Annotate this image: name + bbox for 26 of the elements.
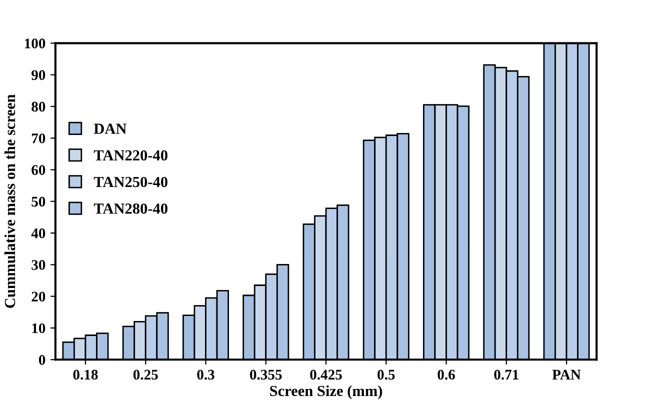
y-tick-label: 0 <box>38 354 46 365</box>
y-tick-label: 80 <box>32 102 46 112</box>
x-tick-label: 0.6 <box>438 370 455 380</box>
y-tick-label: 20 <box>32 292 46 302</box>
x-tick-label: 0.3 <box>197 370 214 380</box>
x-tick-label: 0.425 <box>310 370 342 380</box>
y-tick-label: 50 <box>32 196 46 207</box>
y-tick-label: 70 <box>32 133 46 144</box>
x-tick-label: 0.18 <box>73 370 98 380</box>
x-tick-label: 0.25 <box>133 370 158 380</box>
legend-label: TAN250-40 <box>94 176 168 188</box>
x-tick-label: PAN <box>552 370 581 380</box>
x-axis-title: Screen Size (mm) <box>270 385 382 400</box>
y-tick-label: 10 <box>32 323 46 334</box>
x-tick-label: 0.5 <box>378 370 395 380</box>
legend-label: TAN280-40 <box>94 203 168 214</box>
y-tick-label: 100 <box>24 38 46 48</box>
x-tick-label: 0.71 <box>494 370 518 380</box>
legend-label: TAN220-40 <box>94 150 168 161</box>
y-tick-label: 30 <box>32 260 46 270</box>
y-axis-title: Cummulative mass on the screen <box>4 94 16 308</box>
y-tick-label: 40 <box>31 228 46 238</box>
legend-label: DAN <box>94 124 127 134</box>
x-tick-label: 0.355 <box>250 370 282 380</box>
y-tick-label: 60 <box>32 165 46 175</box>
y-tick-label: 90 <box>32 70 46 80</box>
